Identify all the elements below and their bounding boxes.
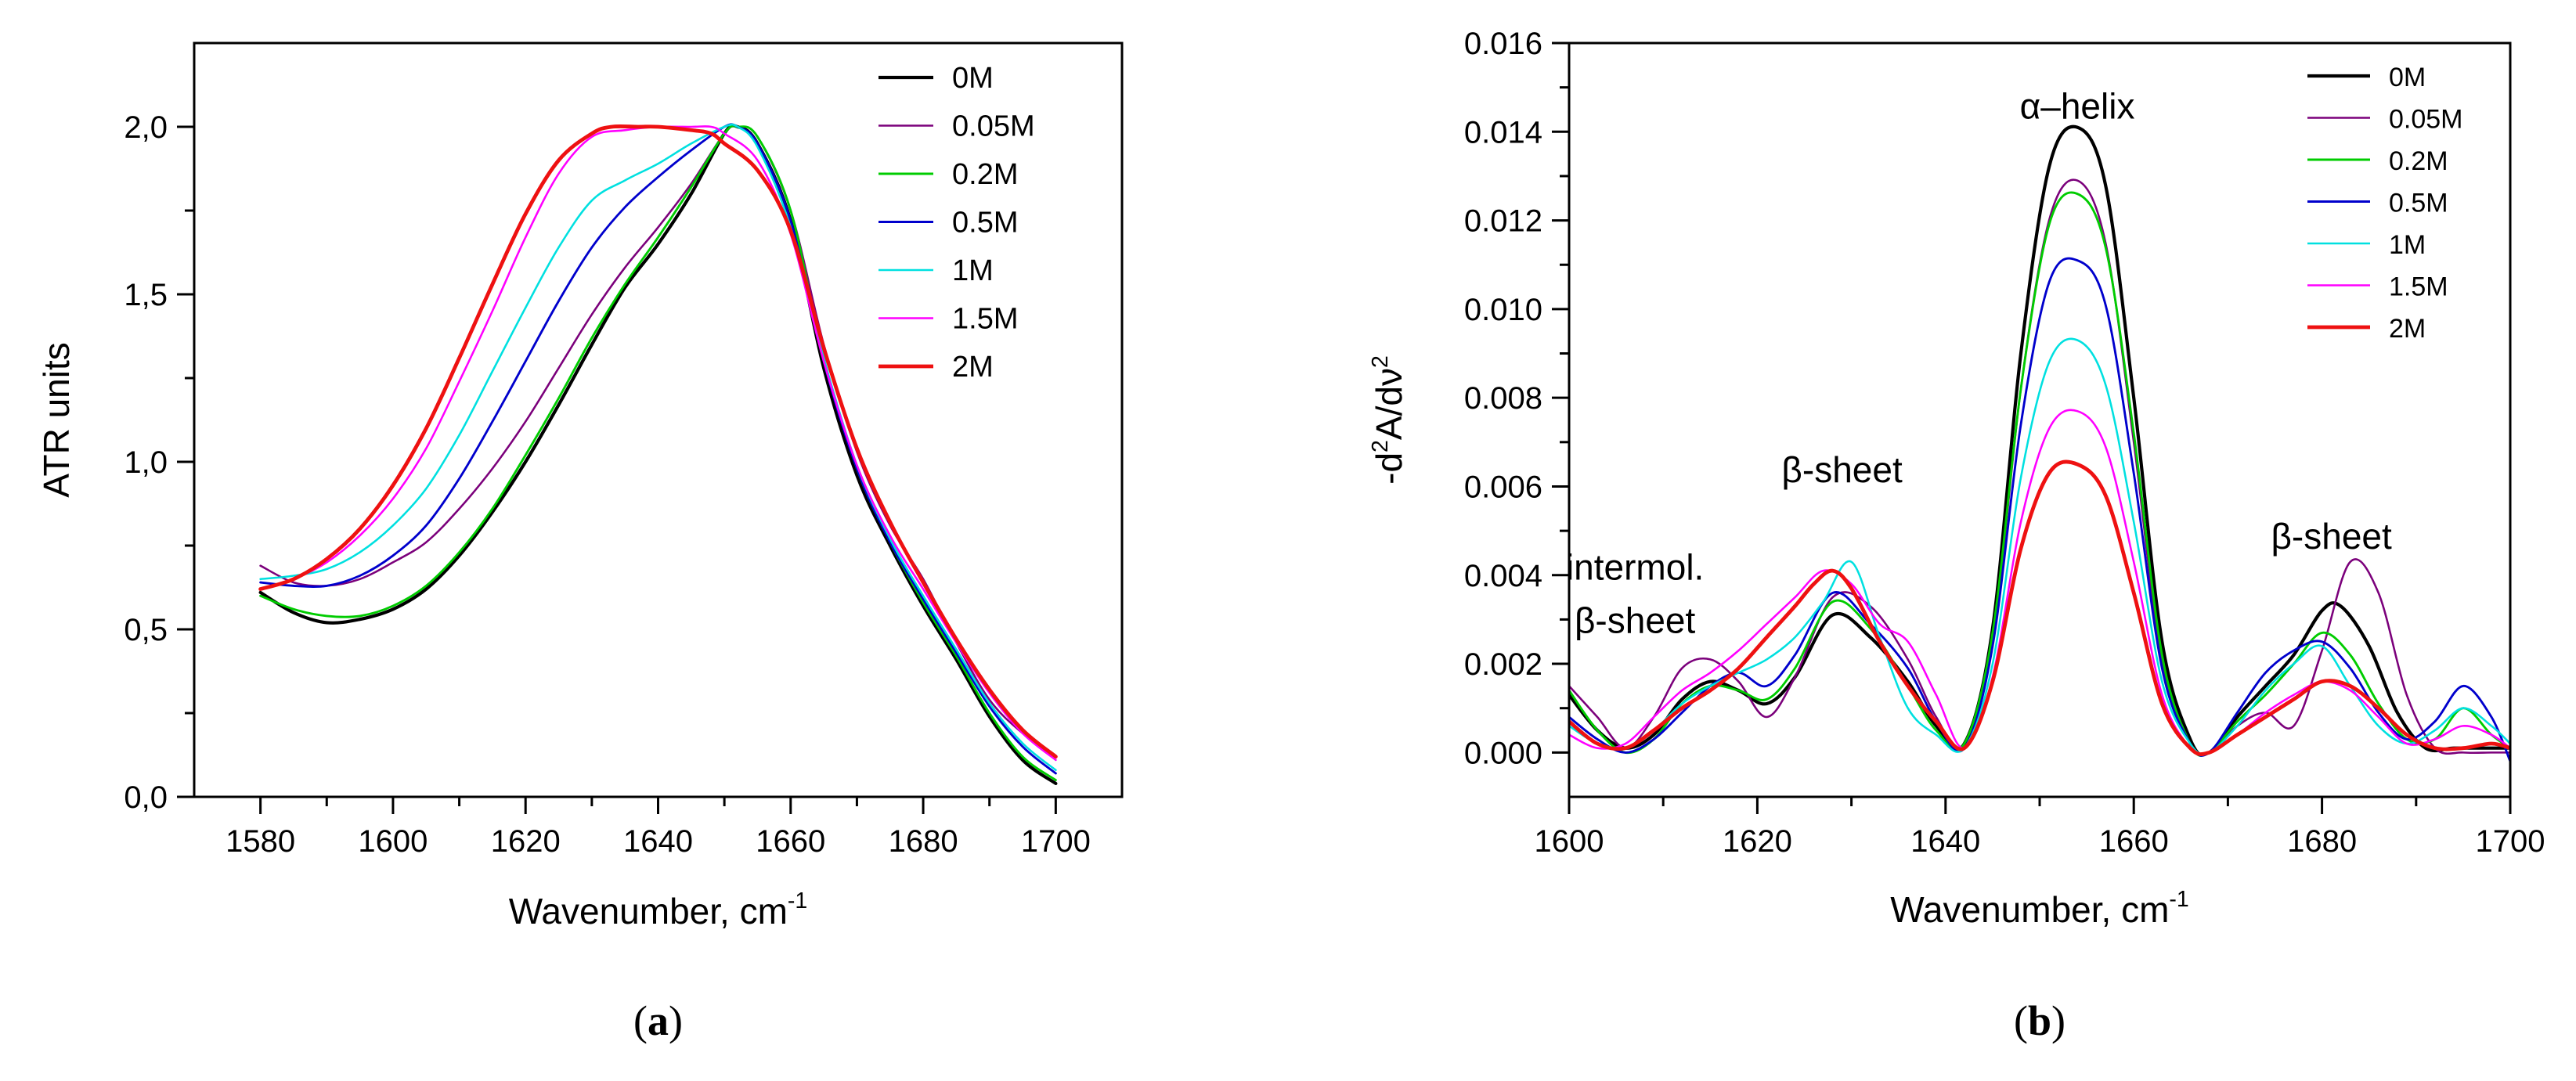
x-tick-label: 1660 — [2099, 824, 2169, 859]
annotation-label: intermol. — [1566, 546, 1704, 587]
legend-label: 1M — [2389, 230, 2426, 260]
x-axis-title: Wavenumber, cm-1 — [1890, 887, 2189, 930]
legend-label: 2M — [952, 351, 994, 384]
panel-label-close-paren: ) — [2051, 997, 2065, 1044]
panel-label-close-paren: ) — [669, 997, 683, 1044]
y-tick-label: 0.004 — [1464, 559, 1542, 593]
y-tick-label: 0,5 — [124, 613, 168, 647]
x-axis-title-sup: -1 — [2169, 887, 2188, 912]
series-line-0.2M — [1569, 191, 2510, 757]
series-line-0.2M — [259, 124, 1057, 782]
plot-frame — [1568, 41, 2512, 798]
y-tick-label: 0,0 — [124, 780, 168, 815]
x-tick-label: 1640 — [1910, 824, 1980, 859]
legend-label: 1M — [952, 254, 994, 287]
y-tick-label: 0.010 — [1464, 293, 1542, 327]
legend-label: 0.5M — [952, 207, 1018, 240]
panel-label-open-paren: ( — [2014, 997, 2028, 1044]
y-tick-label: 1,5 — [124, 278, 168, 312]
legend-label: 0.2M — [952, 158, 1018, 191]
x-tick-label: 1700 — [1021, 824, 1091, 859]
y-axis-title: -d2A/dν2 — [1368, 355, 1409, 485]
series-line-1.5M — [259, 125, 1057, 762]
panel-label: (b) — [2014, 997, 2065, 1044]
y-tick-label: 2,0 — [124, 110, 168, 145]
x-axis-title-text: Wavenumber, cm — [509, 891, 788, 931]
series-line-1M — [1569, 337, 2510, 755]
x-tick-label: 1600 — [1535, 824, 1604, 859]
y-tick-label: 0.002 — [1464, 647, 1542, 682]
annotation-label: α–helix — [2020, 85, 2135, 126]
series-line-0.5M — [259, 123, 1057, 775]
legend-label: 1.5M — [2389, 272, 2448, 302]
legend-label: 0M — [952, 62, 994, 95]
y-tick-label: 0.000 — [1464, 736, 1542, 770]
series-line-0.05M — [1569, 178, 2510, 756]
x-tick-label: 1620 — [1723, 824, 1792, 859]
panel-a: 1580 1600 1620 1640 1660 1680 1700 0,0 0,5 1,0 1,5… — [36, 41, 1124, 1044]
series-line-2M — [258, 124, 1058, 759]
annotation-label: β-sheet — [1575, 600, 1696, 640]
x-tick-label: 1600 — [358, 824, 428, 859]
x-tick-label: 1680 — [889, 824, 958, 859]
x-tick-label: 1580 — [225, 824, 295, 859]
legend: 0M 0.05M 0.2M 0.5M 1M 1.5M 2M — [2307, 63, 2463, 344]
y-tick-label: 0.008 — [1464, 381, 1542, 416]
y-axis-title: ATR units — [36, 342, 77, 498]
y-tick-label: 0.016 — [1464, 27, 1542, 61]
y-axis-title-text: -d — [1369, 452, 1409, 485]
x-axis-title: Wavenumber, cm-1 — [509, 888, 808, 931]
legend-label: 0.05M — [2389, 105, 2463, 135]
panel-label: (a) — [633, 997, 683, 1044]
panel-label-letter: b — [2028, 997, 2051, 1044]
x-axis-title-sup: -1 — [788, 888, 807, 913]
x-tick-label: 1700 — [2476, 824, 2545, 859]
series-group — [258, 123, 1058, 785]
legend: 0M 0.05M 0.2M 0.5M 1M 1.5M 2M — [879, 62, 1035, 384]
series-line-1M — [259, 123, 1057, 772]
panel-b: 1600 1620 1640 1660 1680 1700 0.000 0.002 0.004 0… — [1368, 27, 2545, 1044]
series-line-0.5M — [1569, 257, 2510, 763]
legend-label: 0M — [2389, 63, 2426, 92]
x-axis-title-text: Wavenumber, cm — [1890, 889, 2169, 930]
y-tick-label: 0.014 — [1464, 115, 1542, 150]
annotation-label: β-sheet — [1781, 449, 1903, 490]
x-tick-label: 1660 — [756, 824, 825, 859]
y-tick-label: 1,0 — [124, 445, 168, 480]
series-line-1.5M — [1569, 409, 2510, 756]
panel-label-open-paren: ( — [633, 997, 648, 1044]
panel-label-letter: a — [648, 997, 669, 1044]
x-tick-label: 1680 — [2287, 824, 2357, 859]
series-line-0M — [258, 123, 1058, 785]
legend-label: 0.5M — [2389, 189, 2448, 218]
x-tick-label: 1640 — [623, 824, 693, 859]
legend-label: 2M — [2389, 314, 2426, 344]
legend-label: 0.2M — [2389, 146, 2448, 176]
x-tick-label: 1620 — [491, 824, 561, 859]
y-axis-title-text: A/dν — [1369, 368, 1409, 440]
series-line-0.05M — [259, 124, 1057, 758]
series-line-0M — [1569, 124, 2510, 757]
annotation-label: β-sheet — [2271, 516, 2392, 557]
series-group — [1569, 124, 2510, 763]
y-axis-title-sup: 2 — [1368, 355, 1393, 368]
y-axis-title-sup: 2 — [1368, 440, 1393, 452]
y-tick-label: 0.006 — [1464, 470, 1542, 504]
legend-label: 0.05M — [952, 110, 1035, 143]
series-line-2M — [1569, 459, 2510, 756]
legend-label: 1.5M — [952, 303, 1018, 336]
y-tick-label: 0.012 — [1464, 204, 1542, 239]
